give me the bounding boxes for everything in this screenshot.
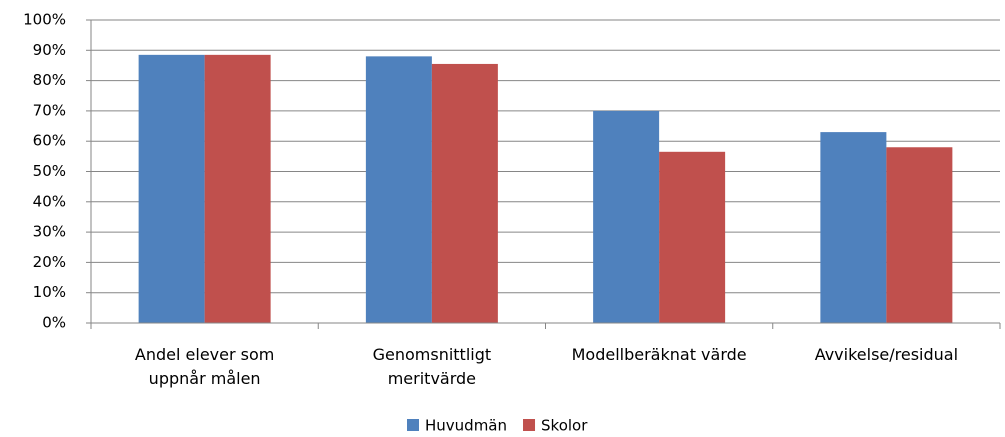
bar <box>431 63 498 324</box>
x-tick-label: Modellberäknat värde <box>571 345 747 364</box>
bar <box>886 147 953 323</box>
y-tick-label: 10% <box>33 283 66 301</box>
y-tick-label: 40% <box>33 192 66 210</box>
bar <box>365 56 432 324</box>
y-tick-label: 70% <box>33 101 66 119</box>
y-tick-label: 100% <box>23 11 66 29</box>
y-tick-label: 30% <box>33 223 66 241</box>
y-tick-label: 60% <box>33 132 66 150</box>
bar <box>659 151 726 323</box>
y-tick-label: 0% <box>42 314 66 332</box>
y-tick-label: 50% <box>33 162 66 180</box>
x-tick-label: Andel elever som uppnår målen <box>134 345 275 388</box>
y-tick-label: 20% <box>33 253 66 271</box>
legend-swatch <box>407 419 419 431</box>
legend-swatch <box>523 419 536 431</box>
y-tick-label: 80% <box>33 71 66 89</box>
y-tick-label: 90% <box>33 41 66 59</box>
bar <box>204 54 271 323</box>
legend-label: Skolor <box>541 417 588 435</box>
bar <box>138 54 205 323</box>
bar <box>820 132 887 323</box>
x-tick-label: Avvikelse/residual <box>814 345 959 364</box>
legend-label: Huvudmän <box>425 417 507 435</box>
x-tick-label: Genomsnittligt meritvärde <box>372 345 492 388</box>
bar <box>593 110 660 324</box>
